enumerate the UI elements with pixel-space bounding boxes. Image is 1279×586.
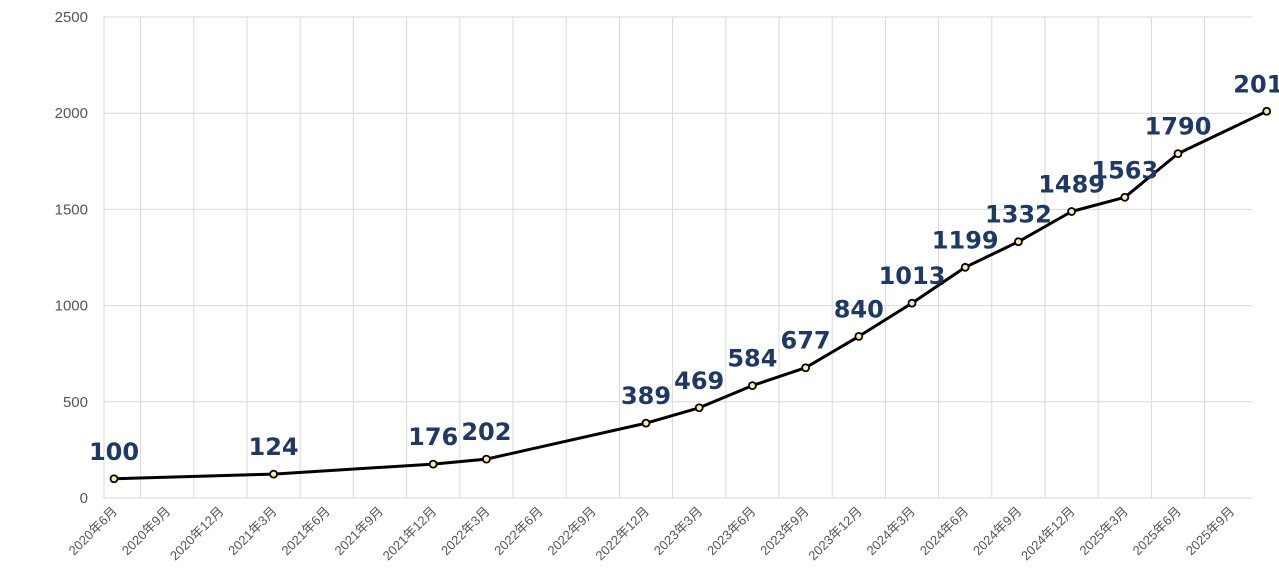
data-markers — [109, 106, 1272, 484]
x-tick-label-18: 2024年12月 — [1018, 504, 1078, 564]
y-axis-tick-labels: 0 500 1000 1500 2000 2500 — [55, 9, 88, 507]
grid-lines — [103, 16, 1252, 499]
x-tick-label-8: 2022年6月 — [491, 504, 546, 559]
data-point-5 — [694, 403, 704, 413]
data-label-10: 1199 — [932, 226, 999, 254]
x-tick-label-11: 2023年3月 — [651, 504, 706, 559]
y-tick-label-2500: 2500 — [55, 9, 88, 26]
x-tick-label-6: 2021年12月 — [380, 504, 440, 564]
data-point-15 — [1262, 106, 1272, 116]
x-tick-label-3: 2021年3月 — [225, 504, 280, 559]
data-label-8: 840 — [834, 295, 884, 323]
data-label-12: 1489 — [1038, 171, 1105, 199]
y-tick-label-2000: 2000 — [55, 105, 88, 122]
x-tick-label-16: 2024年6月 — [917, 504, 972, 559]
data-point-8 — [854, 331, 864, 341]
x-tick-label-5: 2021年9月 — [332, 504, 387, 559]
data-label-13: 1563 — [1091, 156, 1158, 184]
data-point-14 — [1173, 149, 1183, 159]
data-point-10 — [960, 262, 970, 272]
x-tick-label-15: 2024年3月 — [864, 504, 919, 559]
data-label-11: 1332 — [985, 201, 1052, 229]
data-label-4: 389 — [621, 382, 671, 410]
x-tick-label-12: 2023年6月 — [704, 504, 759, 559]
x-tick-label-13: 2023年9月 — [757, 504, 812, 559]
x-tick-label-21: 2025年9月 — [1183, 504, 1238, 559]
data-label-0: 100 — [89, 438, 139, 466]
data-point-13 — [1120, 192, 1130, 202]
y-tick-label-1500: 1500 — [55, 201, 88, 218]
x-tick-label-17: 2024年9月 — [970, 504, 1025, 559]
data-point-11 — [1014, 237, 1023, 247]
data-label-9: 1013 — [879, 262, 946, 290]
data-label-5: 469 — [674, 367, 724, 395]
x-tick-label-10: 2022年12月 — [592, 504, 652, 564]
data-point-0 — [109, 474, 119, 484]
data-point-7 — [801, 363, 810, 373]
x-tick-label-14: 2023年12月 — [805, 504, 865, 564]
x-tick-label-9: 2022年9月 — [544, 504, 599, 559]
series-line-group — [113, 109, 1268, 481]
data-point-1 — [269, 469, 279, 479]
y-tick-label-0: 0 — [80, 490, 88, 507]
y-tick-label-1000: 1000 — [55, 298, 88, 315]
x-tick-label-4: 2021年6月 — [278, 504, 333, 559]
data-label-3: 202 — [461, 418, 511, 446]
data-point-12 — [1067, 207, 1076, 216]
x-tick-label-19: 2025年3月 — [1076, 504, 1131, 559]
x-tick-label-20: 2025年6月 — [1130, 504, 1185, 559]
data-point-9 — [907, 298, 917, 308]
data-label-15: 2010 — [1233, 70, 1279, 98]
data-label-6: 584 — [727, 345, 777, 373]
series-line — [113, 109, 1268, 481]
x-tick-label-0: 2020年6月 — [66, 504, 121, 559]
data-label-7: 677 — [781, 327, 831, 355]
data-labels: 100 124 176 2023894695846778401013119913321… — [89, 70, 1279, 465]
data-label-1: 124 — [249, 433, 299, 461]
x-tick-label-1: 2020年9月 — [119, 504, 174, 559]
data-point-3 — [481, 454, 491, 464]
y-tick-label-500: 500 — [63, 394, 88, 411]
data-label-14: 1790 — [1145, 113, 1212, 141]
data-label-2: 176 — [408, 423, 458, 451]
data-point-6 — [748, 381, 757, 391]
x-tick-label-7: 2022年3月 — [438, 504, 493, 559]
x-tick-label-2: 2020年12月 — [167, 504, 227, 564]
data-point-4 — [641, 418, 651, 428]
data-point-2 — [428, 459, 438, 469]
x-axis-tick-labels: 2020年6月2020年9月2020年12月2021年3月2021年6月2021… — [66, 504, 1238, 564]
